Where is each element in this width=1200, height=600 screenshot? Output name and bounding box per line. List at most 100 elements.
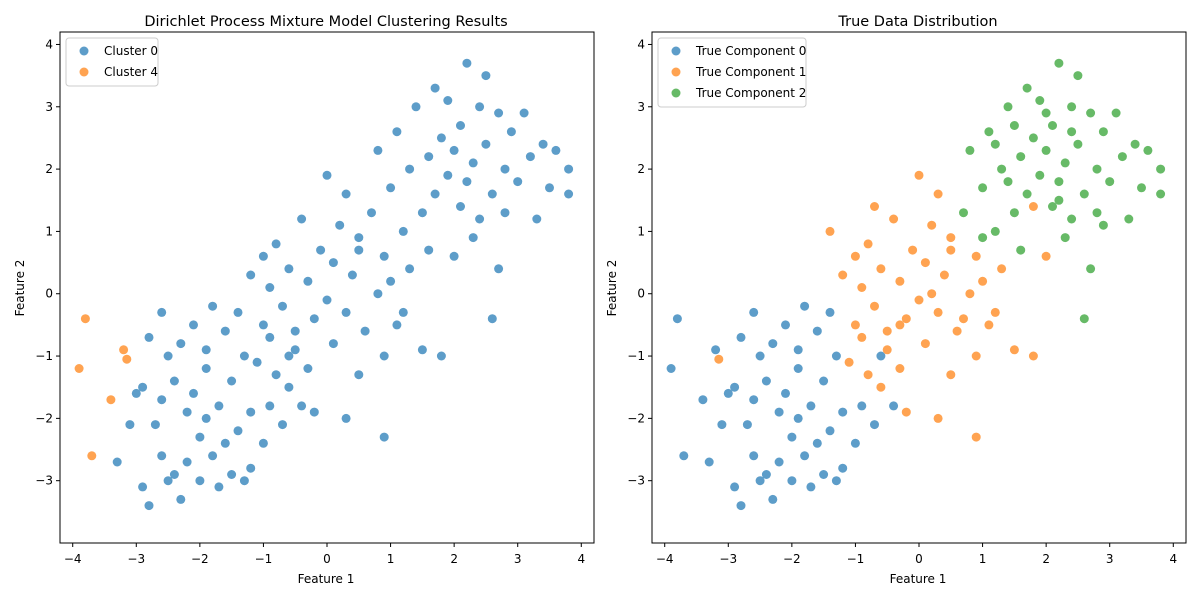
data-point-series-1-5	[122, 354, 132, 364]
data-point-series-0-35	[850, 438, 860, 448]
points-layer	[74, 58, 574, 511]
y-axis-label: Feature 2	[605, 260, 619, 317]
data-point-series-0-24	[793, 364, 803, 373]
data-point-series-0-17	[195, 476, 205, 486]
data-point-series-0-23	[220, 438, 230, 448]
data-point-series-0-77	[379, 351, 389, 361]
data-point-series-1-28	[946, 233, 956, 243]
data-point-series-2-25	[1073, 71, 1083, 81]
y-tick-label: 4	[637, 37, 645, 51]
data-point-series-0-129	[284, 351, 294, 361]
data-point-series-0-115	[513, 177, 523, 187]
data-point-series-1-48	[927, 289, 937, 299]
y-tick-label: 0	[637, 287, 645, 301]
data-point-series-1-22	[920, 339, 930, 349]
data-point-series-0-23	[793, 413, 803, 423]
data-point-series-1-21	[920, 258, 930, 268]
data-point-series-0-11	[169, 376, 179, 386]
legend-marker	[79, 67, 89, 77]
data-point-series-1-49	[1028, 202, 1038, 211]
data-point-series-1-30	[965, 289, 975, 299]
x-tick-label: 2	[1042, 552, 1050, 566]
x-tick-label: 0	[915, 552, 923, 566]
data-point-series-1-25	[933, 189, 943, 199]
data-point-series-2-22	[1067, 102, 1077, 112]
data-point-series-0-73	[367, 208, 376, 218]
data-point-series-1-17	[901, 314, 911, 324]
data-point-series-0-55	[278, 301, 287, 311]
data-point-series-2-18	[1054, 58, 1064, 68]
data-point-series-0-21	[214, 401, 224, 411]
data-point-series-0-59	[303, 276, 313, 286]
data-point-series-0-1	[125, 420, 135, 430]
data-point-series-1-3	[863, 370, 873, 380]
data-point-series-0-29	[246, 463, 256, 473]
data-point-series-0-16	[761, 376, 771, 386]
y-tick-label: 0	[45, 287, 53, 301]
x-tick-label: 1	[979, 552, 987, 566]
data-point-series-1-33	[978, 276, 988, 286]
data-point-series-0-105	[475, 214, 485, 224]
data-point-series-2-17	[1048, 121, 1057, 130]
data-point-series-0-62	[322, 295, 332, 305]
legend-label: Cluster 4	[104, 65, 158, 79]
chart-true-distribution: True Data Distribution −4 −3 −2 −1 0 1 2 3 4 −3−…	[605, 14, 1187, 586]
data-point-series-0-78	[386, 183, 396, 193]
data-point-series-0-32	[265, 401, 275, 411]
data-point-series-1-9	[850, 320, 860, 330]
data-point-series-0-22	[787, 476, 797, 486]
data-point-series-0-13	[182, 407, 192, 417]
plot-area	[59, 31, 595, 544]
data-point-series-0-22	[214, 482, 224, 492]
data-point-series-0-6	[717, 420, 727, 430]
data-point-series-0-4	[711, 345, 721, 355]
data-point-series-0-38	[736, 332, 746, 342]
data-point-series-0-37	[870, 420, 879, 430]
data-point-series-1-7	[838, 270, 848, 280]
data-point-series-2-34	[1111, 108, 1121, 118]
data-point-series-0-28	[246, 407, 256, 417]
data-point-series-0-9	[163, 476, 173, 486]
data-point-series-0-45	[201, 345, 211, 355]
data-point-series-0-89	[424, 245, 434, 255]
x-tick-label: −3	[127, 552, 145, 566]
data-point-series-0-112	[500, 164, 510, 174]
legend-label: True Component 1	[695, 65, 806, 79]
x-tick-label: −1	[255, 552, 273, 566]
data-point-series-1-38	[1041, 251, 1051, 261]
data-point-series-2-13	[1035, 170, 1045, 180]
data-point-series-0-15	[189, 388, 198, 398]
data-point-series-0-79	[386, 276, 396, 286]
data-point-series-0-36	[284, 382, 294, 392]
data-point-series-1-8	[850, 251, 860, 261]
legend: True Component 0 True Component 1 True Com…	[657, 37, 807, 108]
data-point-series-0-101	[462, 177, 472, 187]
data-point-series-0-3	[138, 382, 148, 392]
data-point-series-0-128	[398, 307, 408, 317]
data-point-series-0-95	[443, 96, 453, 105]
chart-dpmm-clustering: Dirichlet Process Mixture Model Clusteri…	[13, 14, 595, 586]
data-point-series-0-27	[806, 482, 816, 492]
data-point-series-0-64	[328, 258, 338, 268]
data-point-series-0-44	[800, 301, 810, 311]
data-point-series-0-50	[246, 270, 256, 280]
data-point-series-0-86	[417, 208, 427, 218]
data-point-series-0-51	[258, 251, 268, 261]
data-point-series-0-49	[876, 351, 886, 361]
data-point-series-1-44	[870, 202, 879, 211]
data-point-series-0-32	[831, 476, 841, 486]
x-tick-label: 3	[514, 552, 522, 566]
data-point-series-0-47	[220, 326, 230, 336]
data-point-series-0-42	[781, 320, 790, 330]
data-point-series-2-32	[1098, 127, 1108, 137]
data-point-series-1-31	[971, 251, 981, 261]
data-point-series-0-19	[201, 364, 211, 373]
data-point-series-2-36	[1124, 214, 1134, 224]
data-point-series-2-38	[1137, 183, 1146, 193]
data-point-series-1-2	[87, 451, 97, 461]
legend-marker	[671, 46, 681, 56]
data-point-series-0-35	[278, 420, 287, 430]
data-point-series-0-34	[838, 463, 848, 473]
data-point-series-0-2	[679, 451, 689, 461]
